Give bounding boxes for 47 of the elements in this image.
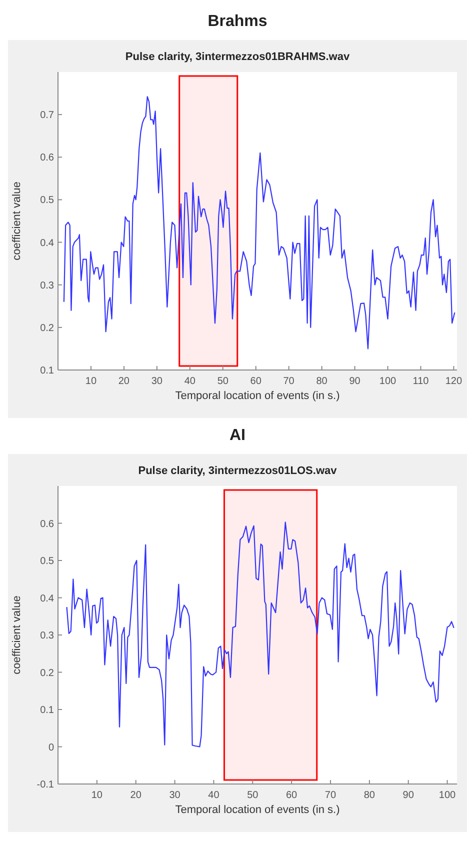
x-tick-label: 60 [286,790,298,801]
x-tick-label: 30 [151,376,163,387]
x-tick-label: 80 [316,376,328,387]
line-series [66,522,454,748]
x-tick-label: 80 [364,790,376,801]
x-tick-label: 20 [118,376,130,387]
x-tick-label: 40 [208,790,220,801]
y-tick-label: 0.1 [40,366,54,376]
x-tick-label: 30 [169,790,181,801]
x-tick-label: 50 [247,790,259,801]
y-tick-label: 0.1 [40,705,54,716]
x-tick-label: 50 [217,376,229,387]
y-tick-label: 0.4 [40,238,54,249]
chart-subtitle: Pulse clarity, 3intermezzos01BRAHMS.wav [125,51,350,63]
chart-title: AI [230,427,246,444]
x-tick-label: 60 [250,376,262,387]
y-tick-label: 0.2 [40,322,54,334]
x-tick-label: 10 [85,376,97,387]
x-tick-label: 100 [379,376,397,387]
line-series [63,96,456,350]
x-tick-label: 110 [412,376,430,387]
x-tick-label: 90 [402,790,414,801]
chart-title: Brahms [208,13,268,30]
y-tick-label: 0.5 [40,195,54,206]
x-tick-label: 70 [283,376,295,387]
y-tick-label: 0.3 [40,280,54,292]
x-tick-label: 90 [349,376,361,387]
y-axis-title: coefficient value [11,182,23,260]
y-tick-label: -0.1 [36,780,54,790]
x-tick-label: 120 [445,376,462,387]
y-tick-label: 0.4 [40,593,54,604]
y-tick-label: 0.7 [40,110,54,122]
chart-subtitle: Pulse clarity, 3intermezzos01LOS.wav [138,465,338,477]
y-tick-label: 0.5 [40,556,54,567]
x-tick-label: 40 [184,376,196,387]
y-tick-label: 0.2 [40,668,54,679]
x-axis-title: Temporal location of events (in s.) [175,390,340,402]
x-tick-label: 70 [324,790,336,801]
y-tick-label: 0.6 [40,152,54,164]
y-axis-title: coefficient value [11,596,23,674]
x-tick-label: 10 [91,790,103,801]
x-axis-title: Temporal location of events (in s.) [175,804,340,816]
x-tick-label: 100 [438,790,456,801]
y-tick-label: 0.3 [40,630,54,642]
y-tick-label: 0 [48,742,54,754]
y-tick-label: 0.6 [40,518,54,530]
x-tick-label: 20 [130,790,142,801]
